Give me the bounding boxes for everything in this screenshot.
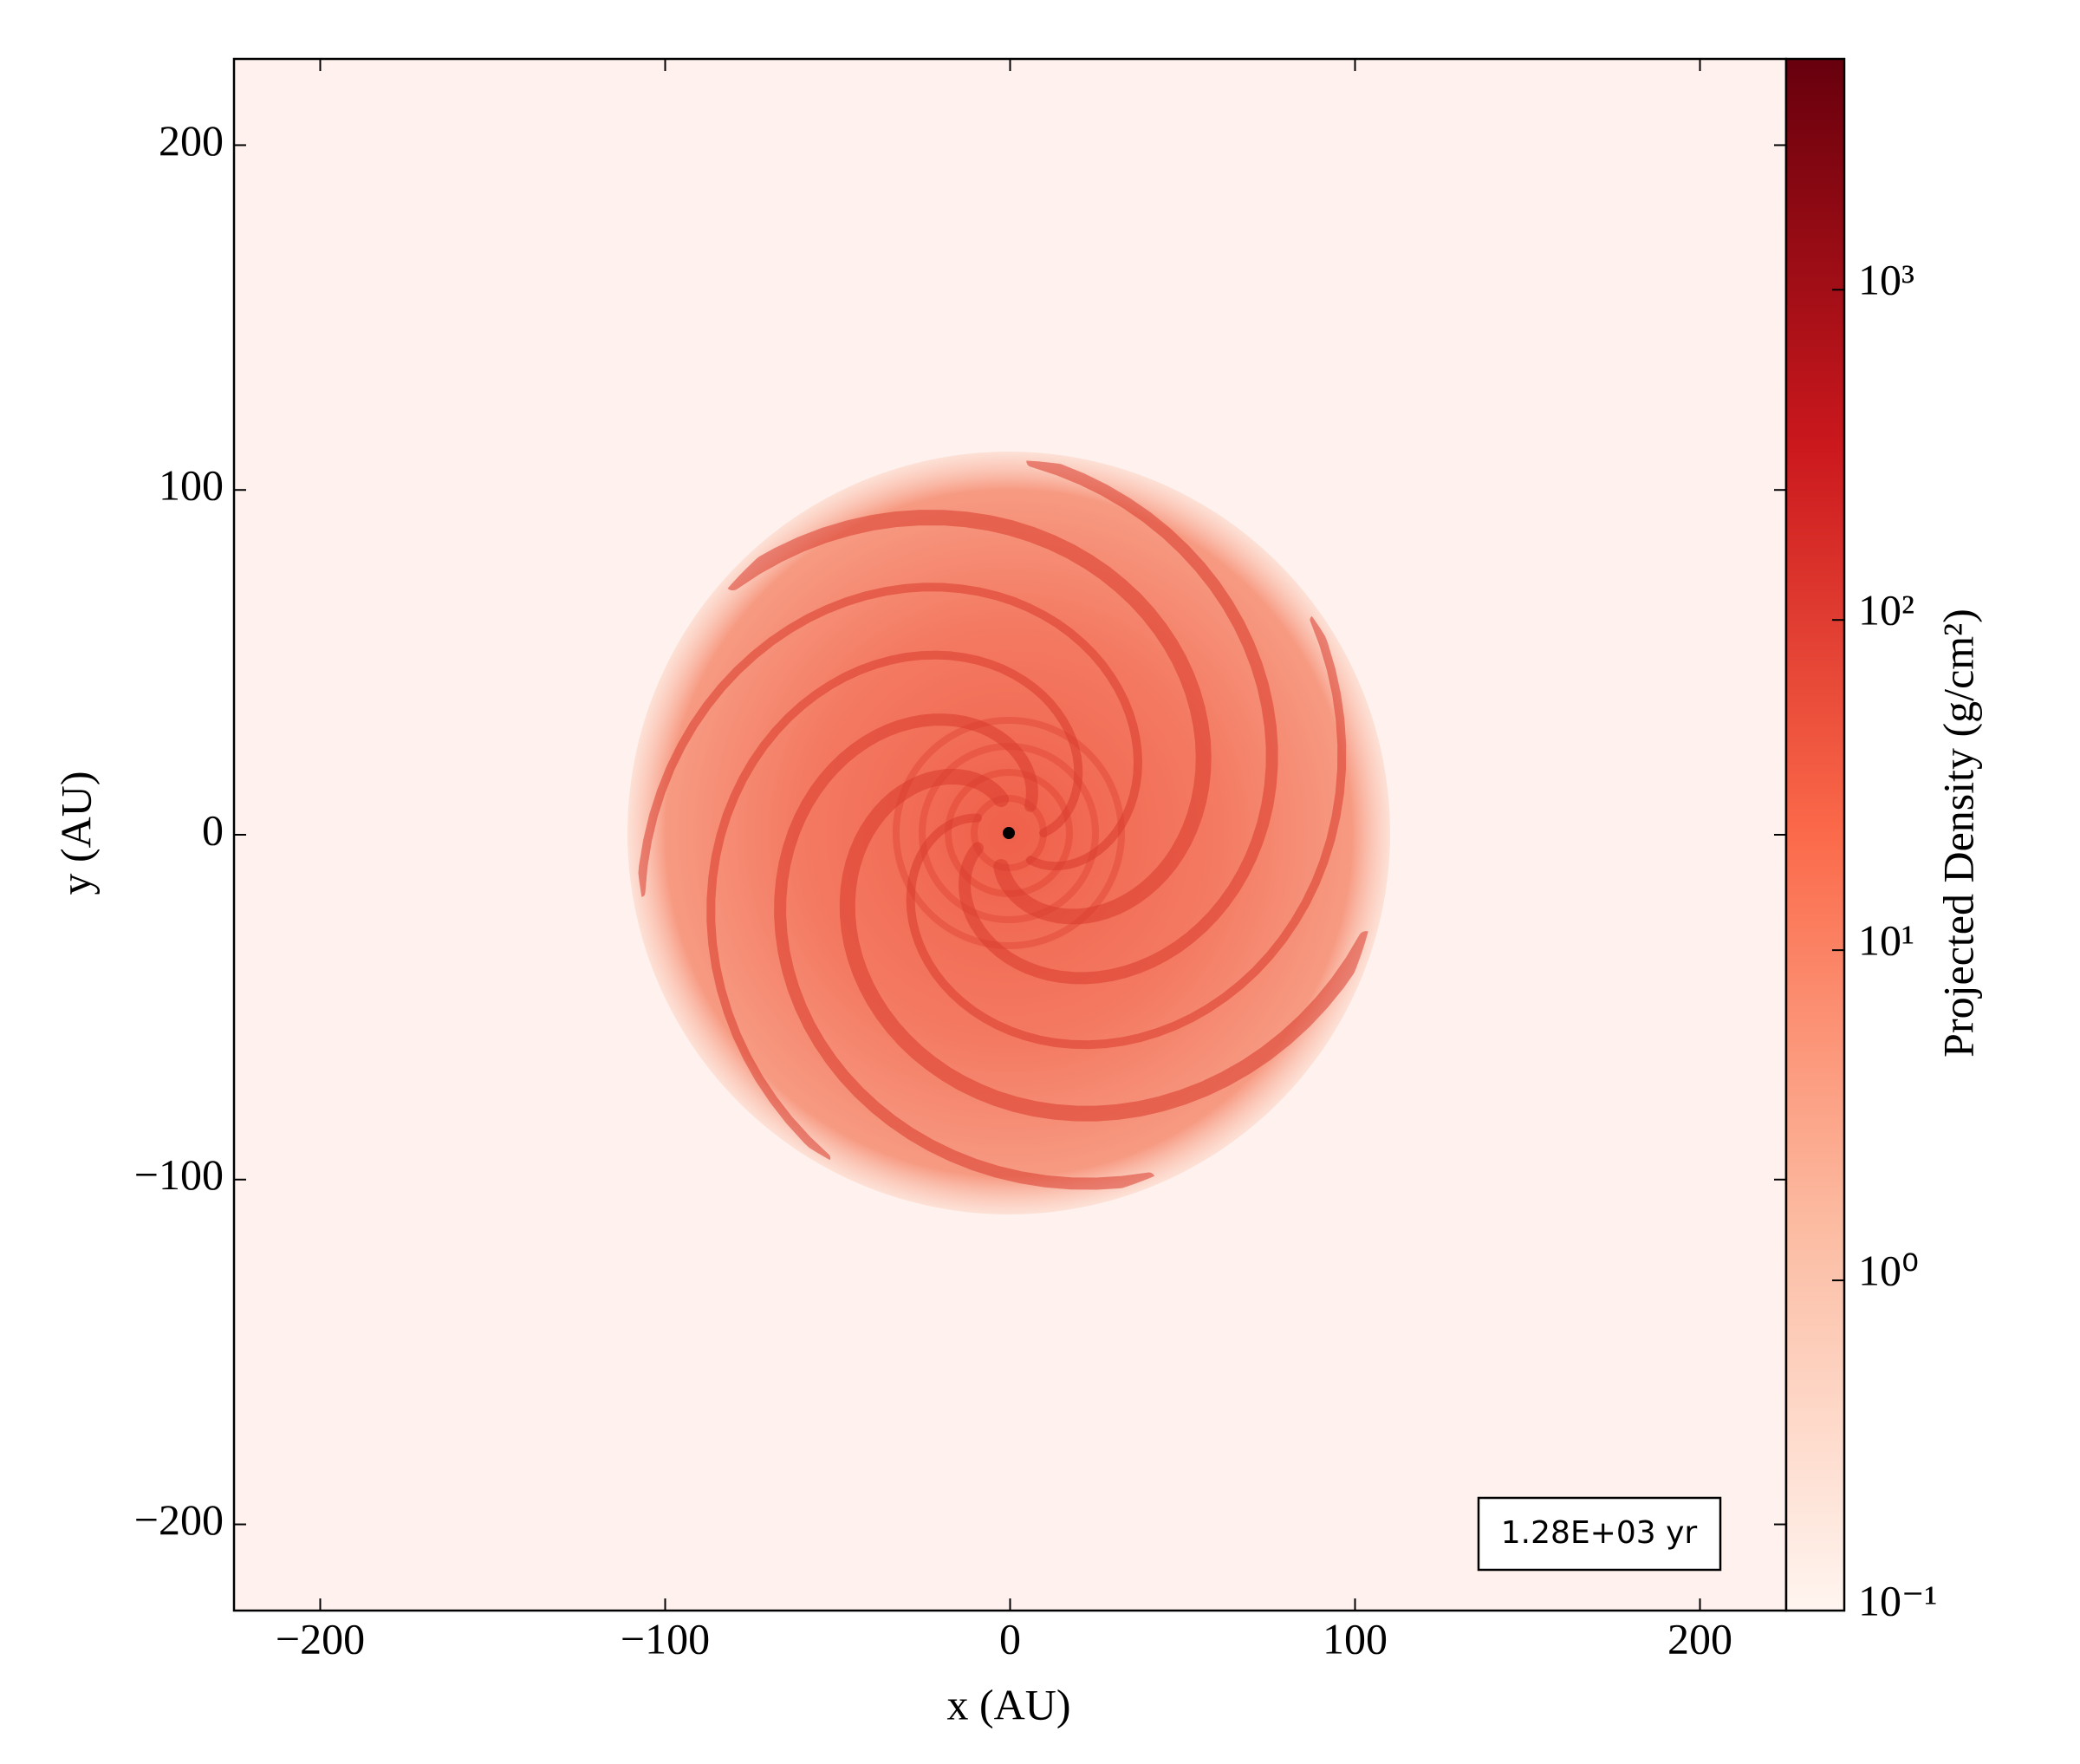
- x-tick-label: −200: [276, 1614, 365, 1663]
- y-tick-label: −200: [134, 1495, 224, 1544]
- x-tick-label: 100: [1323, 1614, 1388, 1663]
- colorbar-tick-label: 10⁰: [1858, 1247, 1919, 1295]
- spiral-arm: [906, 615, 1347, 1050]
- density-disk: [627, 452, 1390, 1214]
- spiral-arms: [636, 460, 1375, 1190]
- spiral-arm: [958, 460, 1278, 985]
- spiral-arm: [706, 650, 1083, 1162]
- inner-ring: [919, 743, 1099, 923]
- spiral-arm: [774, 713, 1155, 1190]
- colorbar: [1784, 57, 1846, 1612]
- x-tick-label: 200: [1667, 1614, 1732, 1663]
- y-tick-label: 100: [159, 461, 224, 510]
- annotation-box: [1477, 1496, 1722, 1572]
- inner-ring: [971, 795, 1047, 871]
- spiral-arm: [839, 768, 1375, 1122]
- colorbar-tick-label: 10¹: [1858, 916, 1914, 965]
- y-tick-label: −100: [134, 1150, 224, 1199]
- x-axis-label: x (AU): [946, 1680, 1070, 1728]
- inner-ring: [893, 717, 1125, 949]
- x-tick-label: −100: [621, 1614, 710, 1663]
- y-tick-label: 0: [202, 805, 224, 854]
- x-tick-label: 0: [999, 1614, 1021, 1663]
- central-star: [1003, 827, 1015, 839]
- y-axis-label: y (AU): [51, 771, 100, 895]
- spiral-arm: [636, 583, 1143, 897]
- colorbar-label: Projected Density (g/cm²): [1934, 609, 1982, 1058]
- y-tick-label: 200: [159, 116, 224, 165]
- colorbar-tick-label: 10²: [1858, 586, 1914, 635]
- colorbar-tick-label: 10⁻¹: [1858, 1576, 1937, 1624]
- inner-ring: [945, 769, 1073, 897]
- annotation: 1.28E+03 yr: [1501, 1515, 1698, 1551]
- spiral-arm: [725, 510, 1212, 925]
- colorbar-tick-label: 10³: [1858, 256, 1914, 304]
